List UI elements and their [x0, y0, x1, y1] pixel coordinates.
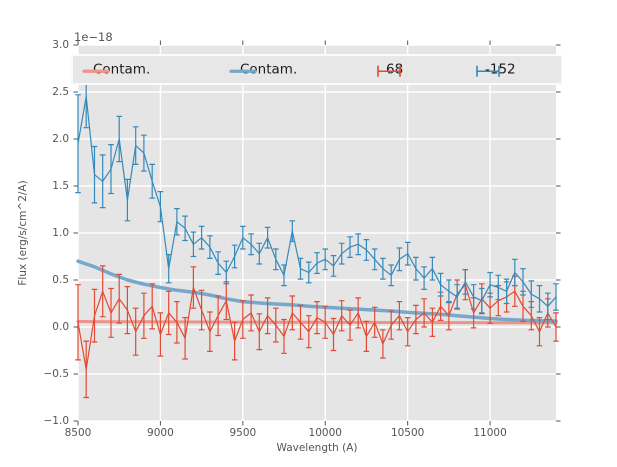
x-tick-label: 10000	[309, 427, 342, 439]
y-axis-label: Flux (erg/s/cm^2/A)	[17, 180, 29, 285]
legend-entry-minus152: -152	[474, 60, 516, 77]
data-series-layer	[75, 65, 559, 399]
x-tick-label: 9500	[229, 427, 256, 439]
y-tick-label: −0.5	[44, 368, 70, 380]
x-tick-label: 9000	[147, 427, 174, 439]
tick-labels-layer: 8500 9000 9500 10000 10500 11000 −1.0 −0.5 0.0 0.…	[44, 39, 507, 439]
legend-entry-68: 68	[375, 60, 404, 77]
tick-marks-layer	[73, 40, 561, 426]
x-tick-label: 10500	[391, 427, 424, 439]
y-tick-label: 1.5	[52, 180, 69, 192]
legend-label: -152	[485, 60, 516, 77]
x-tick-label: 11000	[473, 427, 506, 439]
series-line	[77, 96, 557, 307]
series-line	[77, 284, 557, 370]
y-tick-label: 0.5	[52, 274, 69, 286]
x-tick-label: 8500	[65, 427, 92, 439]
legend-label: 68	[386, 60, 404, 77]
legend-entry-contam-red: Contam.	[82, 62, 150, 77]
y-tick-label: 3.0	[52, 39, 69, 51]
y-tick-label: 0.0	[52, 321, 69, 333]
y-tick-label: 2.5	[52, 86, 69, 98]
y-tick-label: 1.0	[52, 227, 69, 239]
x-axis-label: Wavelength (A)	[276, 442, 357, 454]
legend-entry-contam-blue: Contam.	[229, 62, 297, 77]
y-tick-label: 2.0	[52, 133, 69, 145]
axis-offset-text: 1e−18	[74, 30, 113, 44]
y-tick-label: −1.0	[44, 415, 70, 427]
legend: Contam. Contam. 68 -152	[71, 54, 563, 85]
